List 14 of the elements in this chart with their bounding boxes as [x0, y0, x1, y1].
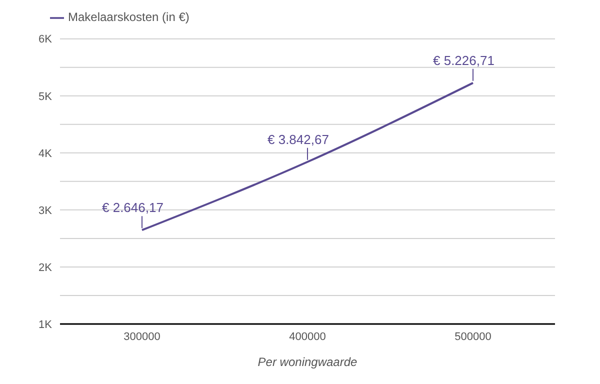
y-tick-label: 1K [38, 318, 53, 331]
x-tick-label: 300000 [124, 330, 160, 343]
x-axis-title: Per woningwaarde [258, 355, 358, 369]
y-tick-label: 3K [38, 204, 53, 217]
y-tick-label: 6K [38, 34, 53, 46]
data-label: € 2.646,17 [102, 200, 164, 216]
legend-label: Makelaarskosten (in €) [68, 10, 190, 24]
data-label: € 3.842,67 [268, 132, 329, 147]
y-tick-label: 5K [38, 90, 53, 103]
y-tick-label: 4K [38, 148, 53, 160]
data-label: € 5.226,71 [433, 52, 494, 68]
y-tick-label: 2K [38, 262, 53, 274]
x-tick-label: 400000 [289, 330, 326, 343]
x-tick-label: 500000 [454, 330, 492, 343]
